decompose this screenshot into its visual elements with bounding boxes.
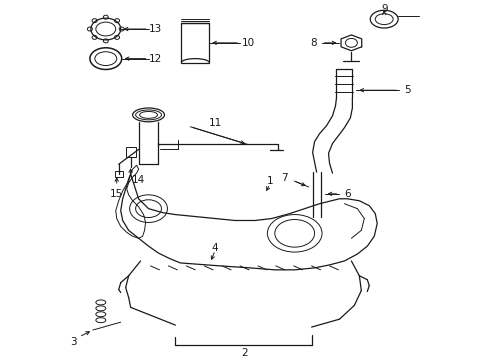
Text: 12: 12 <box>148 54 162 64</box>
Text: 3: 3 <box>69 337 76 347</box>
Text: 11: 11 <box>208 118 222 128</box>
Text: 5: 5 <box>403 85 409 95</box>
Text: 13: 13 <box>148 24 162 34</box>
Text: 7: 7 <box>281 173 287 183</box>
Bar <box>115 171 122 177</box>
Text: 9: 9 <box>380 4 386 14</box>
Text: 14: 14 <box>132 175 145 185</box>
Text: 2: 2 <box>241 348 248 358</box>
Text: 10: 10 <box>241 38 254 48</box>
Text: 4: 4 <box>211 243 218 253</box>
Bar <box>125 148 135 157</box>
Text: 1: 1 <box>266 176 273 186</box>
Text: 6: 6 <box>344 189 350 199</box>
Bar <box>181 23 209 63</box>
Text: 8: 8 <box>310 38 316 48</box>
Text: 15: 15 <box>110 189 123 199</box>
